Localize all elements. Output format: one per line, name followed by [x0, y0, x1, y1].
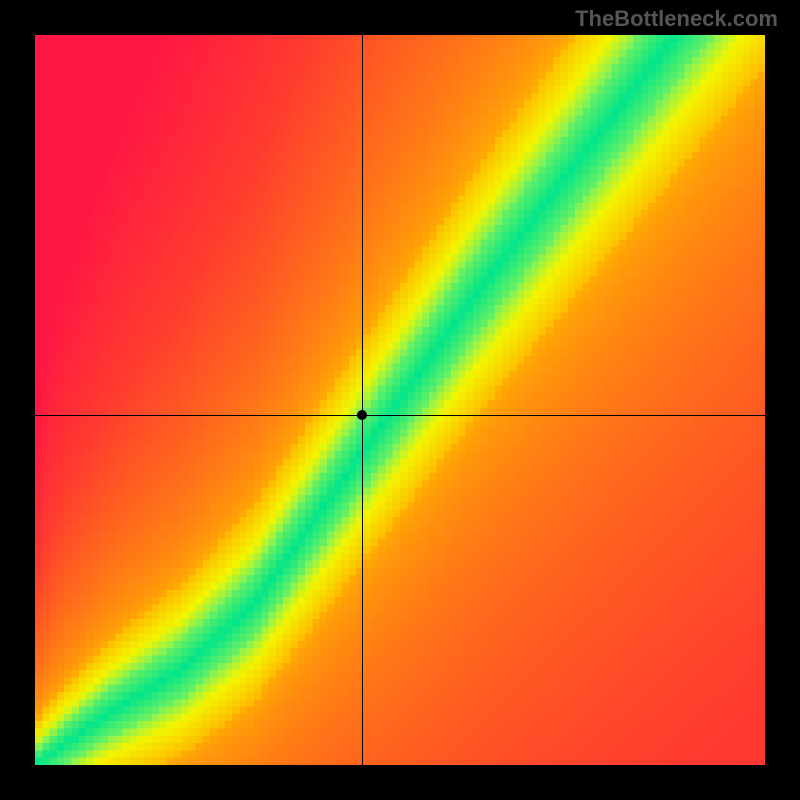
watermark-text: TheBottleneck.com: [575, 6, 778, 32]
crosshair-horizontal: [35, 415, 765, 416]
plot-area: [35, 35, 765, 765]
crosshair-marker: [357, 410, 367, 420]
crosshair-vertical: [362, 35, 363, 765]
bottleneck-heatmap-canvas: [35, 35, 765, 765]
